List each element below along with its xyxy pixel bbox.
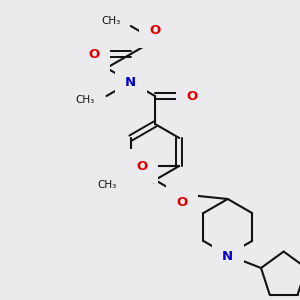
Text: O: O — [177, 196, 188, 208]
Text: O: O — [136, 160, 148, 172]
Text: N: N — [222, 250, 233, 263]
Text: O: O — [186, 89, 198, 103]
Text: CH₃: CH₃ — [75, 95, 94, 105]
Text: N: N — [125, 76, 136, 88]
Text: O: O — [88, 47, 99, 61]
Text: CH₃: CH₃ — [98, 180, 117, 190]
Text: CH₃: CH₃ — [101, 16, 121, 26]
Text: O: O — [149, 25, 161, 38]
